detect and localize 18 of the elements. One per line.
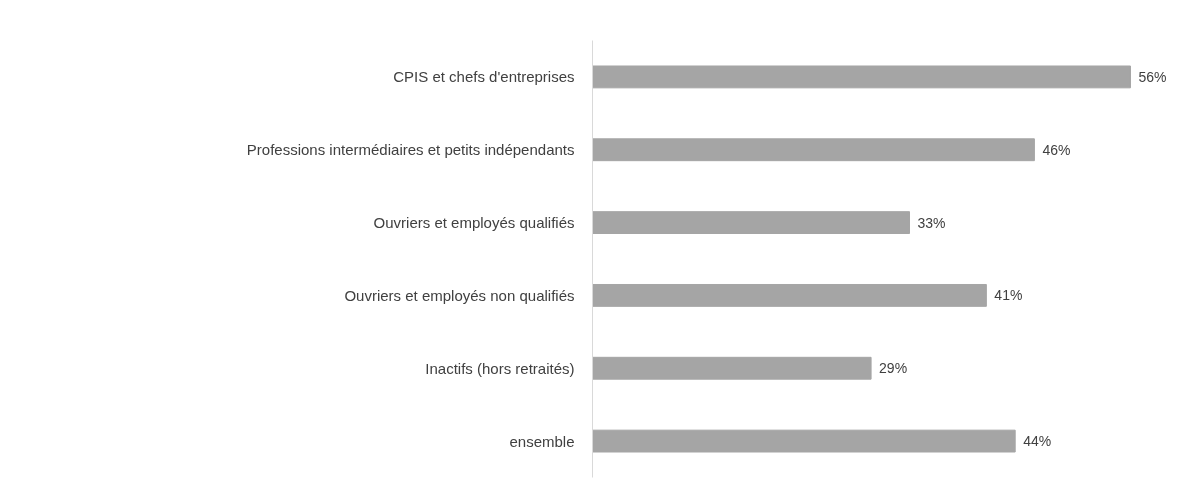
data-label: 46% (1042, 141, 1071, 158)
data-label: 29% (879, 360, 908, 377)
bar (592, 429, 1016, 453)
data-label: 44% (1023, 433, 1052, 450)
bar (592, 65, 1131, 89)
data-label: 41% (994, 287, 1023, 304)
y-tick-label: Inactifs (hors retraités) (425, 359, 575, 377)
y-tick-label: Ouvriers et employés qualifiés (373, 214, 575, 232)
bar (592, 283, 987, 307)
y-tick-label: CPIS et chefs d'entreprises (393, 68, 575, 86)
data-label: 33% (917, 214, 946, 231)
data-label: 56% (1138, 68, 1167, 85)
y-tick-label: ensemble (509, 432, 575, 450)
y-tick-label: Ouvriers et employés non qualifiés (344, 286, 575, 304)
bar (592, 211, 911, 235)
y-tick-label: Professions intermédiaires et petits indépendants (246, 141, 575, 159)
bar (592, 138, 1035, 162)
bar (592, 356, 872, 380)
